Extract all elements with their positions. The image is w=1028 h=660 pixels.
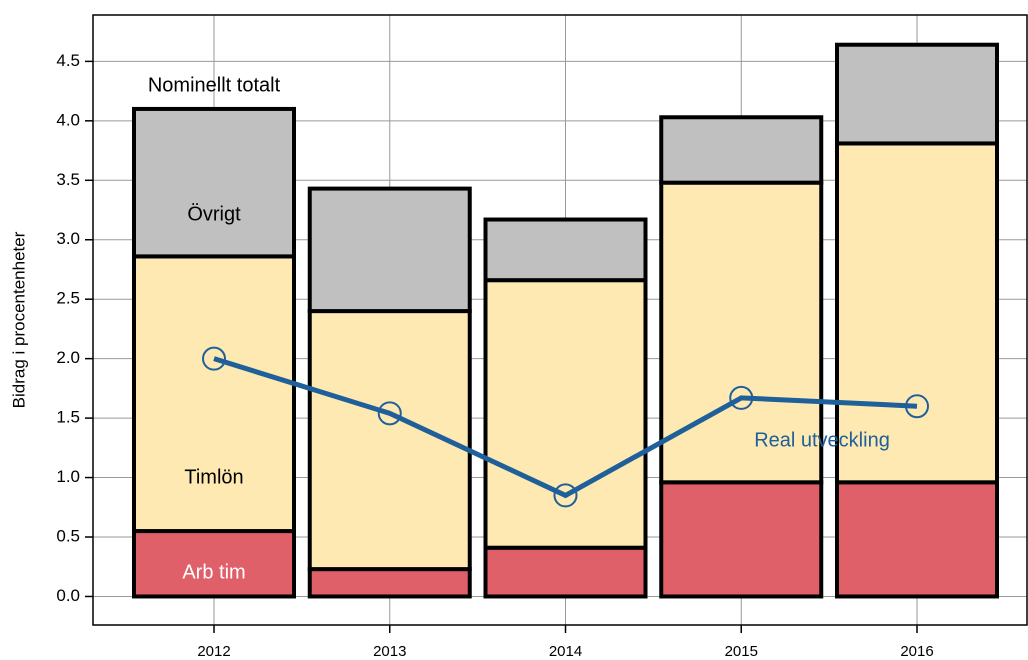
bar-segment [659,115,824,185]
y-tick-label: 3.0 [56,229,80,248]
y-tick-label: 2.5 [56,289,80,308]
y-tick-label: 4.5 [56,51,80,70]
y-tick-label: 1.0 [56,467,80,486]
bar-segment [483,545,648,599]
x-tick-label: 2012 [197,643,230,660]
x-tick-label: 2014 [549,643,582,660]
series-label: Timlön [184,466,243,488]
bar-segment [659,480,824,599]
x-tick-label: 2013 [373,643,406,660]
bar-segment [307,567,472,599]
y-tick-label: 3.5 [56,170,80,189]
bar-segment [483,278,648,550]
bar-segment [835,141,999,485]
line-marker [729,385,754,410]
annotation: Nominellt totalt [148,74,281,96]
x-tick-label: 2016 [900,643,933,660]
bar-segment [132,529,296,599]
bar-segment [307,186,472,314]
bar-segment [132,254,296,534]
line-series [213,356,918,499]
y-tick-label: 4.0 [56,110,80,129]
series-label: Real utveckling [754,429,890,451]
line-marker [905,394,929,419]
bar-segment [483,217,648,283]
y-tick-label: 1.5 [56,408,80,427]
line-marker [202,346,226,371]
y-axis-title: Bidrag i procentenheter [9,231,28,408]
bar-segment [835,480,999,599]
line-marker [553,483,578,508]
line-marker [377,401,402,426]
plot-frame [92,14,1028,626]
bar-segment [132,106,296,259]
series-label: Arb tim [182,561,245,583]
y-tick-label: 2.0 [56,348,80,367]
y-tick-label: 0.0 [56,586,80,605]
y-tick-label: 0.5 [56,526,80,545]
x-tick-label: 2015 [725,643,758,660]
bar-segment [835,42,999,146]
bar-segment [659,180,824,485]
series-label: Övrigt [187,203,241,225]
